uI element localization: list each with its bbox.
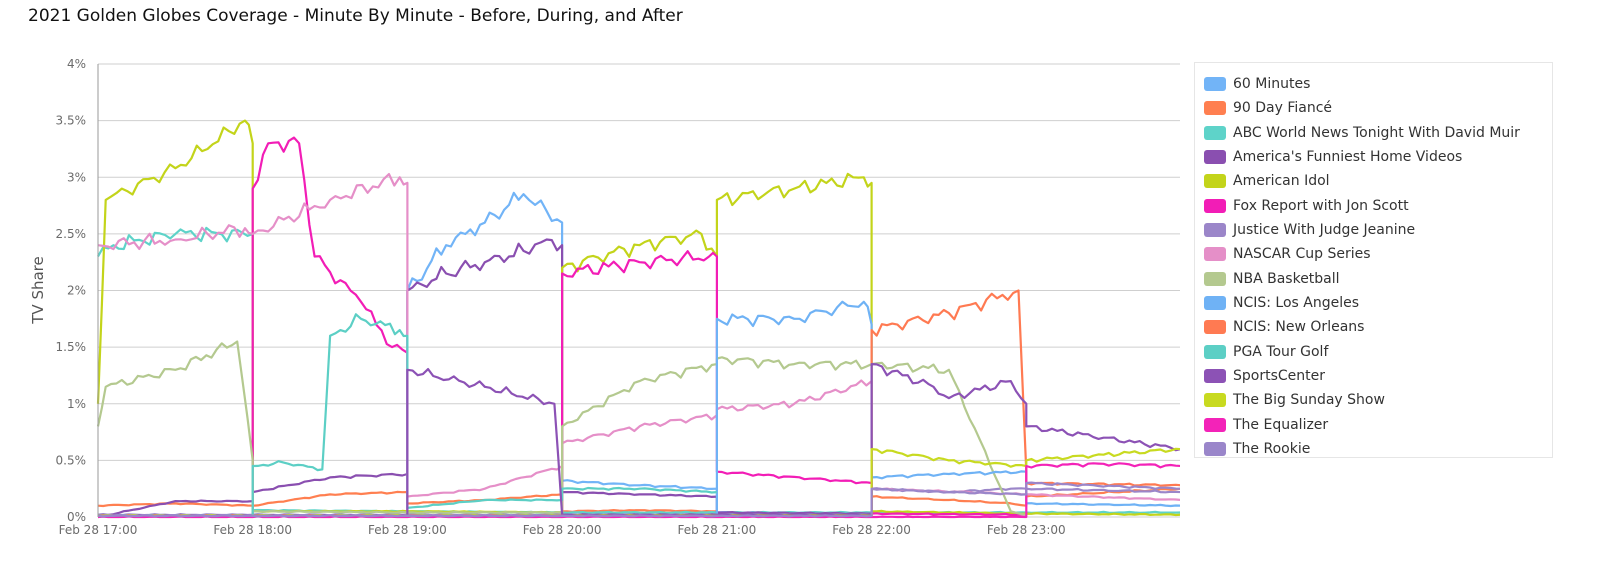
legend-item[interactable]: The Equalizer xyxy=(1195,413,1552,437)
y-tick-label: 1.5% xyxy=(56,340,87,354)
legend-swatch xyxy=(1204,223,1226,238)
legend-swatch xyxy=(1204,174,1226,189)
series-line[interactable] xyxy=(97,238,872,519)
y-axis-title: TV Share xyxy=(29,256,47,324)
legend-item[interactable]: America's Funniest Home Videos xyxy=(1195,145,1552,169)
legend-swatch xyxy=(1204,442,1226,457)
legend-swatch xyxy=(1204,247,1226,262)
legend-item[interactable]: NCIS: Los Angeles xyxy=(1195,291,1552,315)
legend-label: ABC World News Tonight With David Muir xyxy=(1233,124,1520,141)
legend-item[interactable]: ABC World News Tonight With David Muir xyxy=(1195,121,1552,145)
legend-swatch xyxy=(1204,125,1226,140)
y-tick-label: 0.5% xyxy=(56,453,87,467)
series-line[interactable] xyxy=(97,173,1180,502)
legend-swatch xyxy=(1204,198,1226,213)
legend-item[interactable]: The Rookie xyxy=(1195,437,1552,461)
series-lines xyxy=(96,119,1180,519)
y-tick-label: 0% xyxy=(67,510,86,524)
legend-item[interactable]: The Big Sunday Show xyxy=(1195,388,1552,412)
legend-label: 90 Day Fiancé xyxy=(1233,100,1333,117)
legend-swatch xyxy=(1204,393,1226,408)
legend-item[interactable]: NCIS: New Orleans xyxy=(1195,315,1552,339)
legend-swatch xyxy=(1204,369,1226,384)
series-line[interactable] xyxy=(97,462,1180,519)
legend-item[interactable]: Fox Report with Jon Scott xyxy=(1195,194,1552,218)
y-tick-label: 2% xyxy=(67,284,86,298)
legend-swatch xyxy=(1204,271,1226,286)
legend-item[interactable]: 60 Minutes xyxy=(1195,72,1552,96)
line-chart: 0% 0.5% 1% 1.5% 2% 2.5% 3% 3.5% 4% Feb 28 17:00 Fe… xyxy=(29,57,1180,537)
legend-label: SportsCenter xyxy=(1233,368,1325,385)
chart-title: 2021 Golden Globes Coverage - Minute By … xyxy=(28,6,683,26)
legend-label: The Big Sunday Show xyxy=(1233,392,1385,409)
series-line[interactable] xyxy=(97,447,1180,518)
legend-swatch xyxy=(1204,417,1226,432)
x-tick-label: Feb 28 19:00 xyxy=(368,523,447,537)
series-line[interactable] xyxy=(97,487,1180,517)
legend-swatch xyxy=(1204,150,1226,165)
legend-item[interactable]: American Idol xyxy=(1195,169,1552,193)
legend-label: NCIS: Los Angeles xyxy=(1233,295,1360,312)
series-line[interactable] xyxy=(97,481,1180,518)
legend-label: The Rookie xyxy=(1233,441,1311,458)
legend-swatch xyxy=(1204,77,1226,92)
y-tick-label: 2.5% xyxy=(56,227,87,241)
legend-label: NCIS: New Orleans xyxy=(1233,319,1365,336)
legend-item[interactable]: Justice With Judge Jeanine xyxy=(1195,218,1552,242)
legend-item[interactable]: NASCAR Cup Series xyxy=(1195,242,1552,266)
legend-label: 60 Minutes xyxy=(1233,76,1311,93)
legend-label: America's Funniest Home Videos xyxy=(1233,149,1463,166)
y-tick-label: 4% xyxy=(67,57,86,71)
y-tick-label: 3% xyxy=(67,170,86,184)
series-line[interactable] xyxy=(97,226,1180,515)
legend: 60 Minutes 90 Day Fiancé ABC World News To… xyxy=(1194,62,1553,458)
x-tick-label: Feb 28 22:00 xyxy=(832,523,911,537)
x-tick-label: Feb 28 23:00 xyxy=(987,523,1066,537)
x-tick-label: Feb 28 20:00 xyxy=(523,523,602,537)
legend-label: The Equalizer xyxy=(1233,416,1329,433)
legend-label: PGA Tour Golf xyxy=(1233,343,1329,360)
axes: 0% 0.5% 1% 1.5% 2% 2.5% 3% 3.5% 4% Feb 28 17:00 Fe… xyxy=(56,57,1066,537)
legend-item[interactable]: PGA Tour Golf xyxy=(1195,340,1552,364)
legend-label: Fox Report with Jon Scott xyxy=(1233,197,1409,214)
legend-swatch xyxy=(1204,101,1226,116)
legend-item[interactable]: SportsCenter xyxy=(1195,364,1552,388)
y-tick-label: 1% xyxy=(67,397,86,411)
legend-swatch xyxy=(1204,344,1226,359)
legend-swatch xyxy=(1204,296,1226,311)
legend-item[interactable]: 90 Day Fiancé xyxy=(1195,96,1552,120)
x-tick-label: Feb 28 18:00 xyxy=(213,523,292,537)
series-line[interactable] xyxy=(96,119,1180,517)
legend-label: American Idol xyxy=(1233,173,1330,190)
legend-label: NASCAR Cup Series xyxy=(1233,246,1371,263)
y-tick-label: 3.5% xyxy=(56,114,87,128)
legend-label: Justice With Judge Jeanine xyxy=(1233,222,1416,239)
legend-label: NBA Basketball xyxy=(1233,270,1340,287)
legend-swatch xyxy=(1204,320,1226,335)
x-tick-label: Feb 28 17:00 xyxy=(59,523,138,537)
legend-item[interactable]: NBA Basketball xyxy=(1195,267,1552,291)
x-tick-label: Feb 28 21:00 xyxy=(677,523,756,537)
